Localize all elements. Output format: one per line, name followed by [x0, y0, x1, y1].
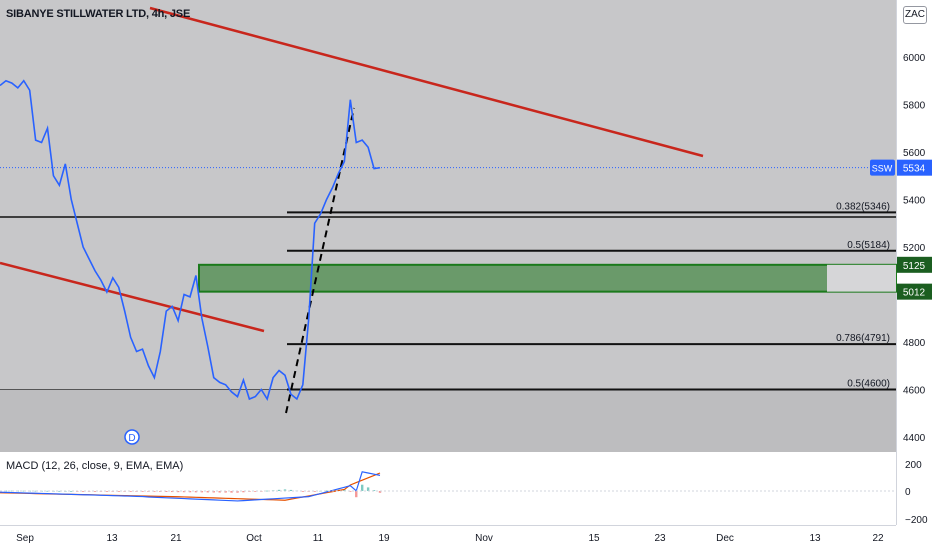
- macd-histogram-bar: [22, 490, 25, 492]
- fib-level-label: 0.5(5184): [847, 240, 890, 251]
- macd-histogram-bar: [372, 490, 376, 491]
- time-axis-tick: 22: [872, 533, 884, 544]
- time-axis-tick: Oct: [246, 533, 262, 544]
- macd-histogram-bar: [230, 491, 233, 493]
- impulse-dashed-line: [285, 107, 355, 414]
- macd-histogram-bar: [218, 491, 221, 493]
- time-axis-tick: 21: [170, 533, 182, 544]
- time-axis-tick: 13: [809, 533, 821, 544]
- macd-histogram-bar: [81, 491, 85, 492]
- macd-histogram-bar: [355, 491, 358, 498]
- macd-histogram-bar: [343, 489, 346, 491]
- macd-histogram-bar: [182, 491, 186, 493]
- symbol-badge-text: SSW: [872, 164, 893, 174]
- time-axis-tick: Sep: [16, 533, 34, 544]
- macd-histogram-bar: [366, 487, 370, 491]
- price-axis-tick: 4400: [903, 433, 926, 444]
- macd-histogram-bar: [349, 491, 352, 492]
- time-axis-tick: Dec: [716, 533, 734, 544]
- macd-histogram-bar: [325, 490, 328, 492]
- macd-label: MACD (12, 26, close, 9, EMA, EMA): [6, 460, 184, 472]
- time-axis[interactable]: [0, 525, 896, 551]
- zone-price-badge-text: 5125: [903, 261, 926, 272]
- macd-axis-tick: 200: [905, 460, 922, 471]
- macd-signal-line: [0, 472, 381, 501]
- lower-shade: [0, 390, 896, 452]
- macd-histogram-bar: [194, 491, 198, 493]
- currency-button[interactable]: ZAC: [903, 6, 927, 24]
- upper-trendline: [149, 6, 704, 158]
- time-axis-tick: Nov: [475, 533, 493, 544]
- macd-histogram-bar: [200, 491, 204, 493]
- price-axis-tick: 5400: [903, 196, 926, 207]
- macd-axis-tick: −200: [905, 515, 928, 526]
- time-axis-tick: 23: [654, 533, 666, 544]
- lower-trendline: [0, 261, 265, 333]
- fib-level-label: 0.382(5346): [836, 201, 890, 212]
- macd-axis-tick: 0: [905, 487, 911, 498]
- macd-histogram-bar: [70, 490, 73, 492]
- symbol-badge: [870, 159, 895, 176]
- macd-histogram-bar: [254, 491, 257, 492]
- price-panel[interactable]: [0, 0, 896, 452]
- macd-histogram-bar: [188, 491, 192, 493]
- price-axis-tick: 5600: [903, 148, 926, 159]
- macd-histogram-bar: [212, 491, 215, 493]
- dividend-marker-letter: D: [128, 433, 135, 444]
- macd-line: [0, 471, 381, 502]
- zone-price-badge-text: 5012: [903, 288, 926, 299]
- macd-histogram-bar: [301, 491, 305, 492]
- last-price-badge-text: 5534: [903, 164, 926, 175]
- fib-level-label: 0.5(4600): [847, 379, 890, 390]
- macd-histogram-bar: [265, 490, 269, 492]
- macd-histogram-bar: [360, 484, 364, 491]
- zone-price-badge: [897, 283, 932, 300]
- macd-histogram-bar: [93, 491, 97, 492]
- macd-histogram-bar: [117, 491, 120, 492]
- time-axis-tick: 19: [378, 533, 390, 544]
- macd-histogram-bar: [129, 491, 132, 492]
- macd-histogram-bar: [10, 490, 14, 492]
- fib-level-label: 0.786(4791): [836, 333, 890, 344]
- macd-histogram-bar: [105, 491, 109, 492]
- zone-price-badge: [897, 256, 932, 273]
- macd-histogram-bar: [176, 491, 180, 493]
- macd-histogram-bar: [141, 491, 144, 492]
- demand-zone: [198, 263, 897, 293]
- price-axis-tick: 4600: [903, 386, 926, 397]
- zone-label-box: [827, 264, 896, 292]
- macd-histogram-bar: [165, 491, 168, 492]
- macd-histogram-bar: [378, 491, 382, 493]
- macd-histogram-bar: [277, 489, 281, 491]
- dividend-marker-icon: [124, 429, 140, 445]
- price-axis-tick: 5200: [903, 243, 926, 254]
- time-axis-tick: 15: [588, 533, 600, 544]
- macd-histogram-bar: [34, 490, 37, 492]
- price-axis-tick: 5800: [903, 101, 926, 112]
- price-line: [0, 79, 381, 401]
- macd-histogram-bar: [46, 490, 49, 492]
- macd-histogram-bar: [236, 491, 239, 493]
- price-axis-tick: 6000: [903, 53, 926, 64]
- macd-histogram-bar: [224, 491, 227, 493]
- macd-histogram-bar: [170, 491, 174, 493]
- macd-histogram-bar: [58, 490, 61, 492]
- macd-histogram-bar: [289, 489, 293, 491]
- macd-histogram-bar: [283, 489, 287, 491]
- macd-histogram-bar: [242, 491, 245, 493]
- last-price-badge: [897, 159, 932, 176]
- time-axis-tick: 13: [106, 533, 118, 544]
- macd-histogram-bar: [206, 491, 210, 493]
- chart-title: SIBANYE STILLWATER LTD, 4h, JSE: [6, 8, 191, 20]
- macd-panel[interactable]: [0, 453, 896, 525]
- time-axis-tick: 11: [313, 533, 324, 544]
- macd-histogram-bar: [153, 491, 156, 492]
- macd-histogram-bar: [313, 491, 316, 492]
- price-axis-tick: 4800: [903, 338, 926, 349]
